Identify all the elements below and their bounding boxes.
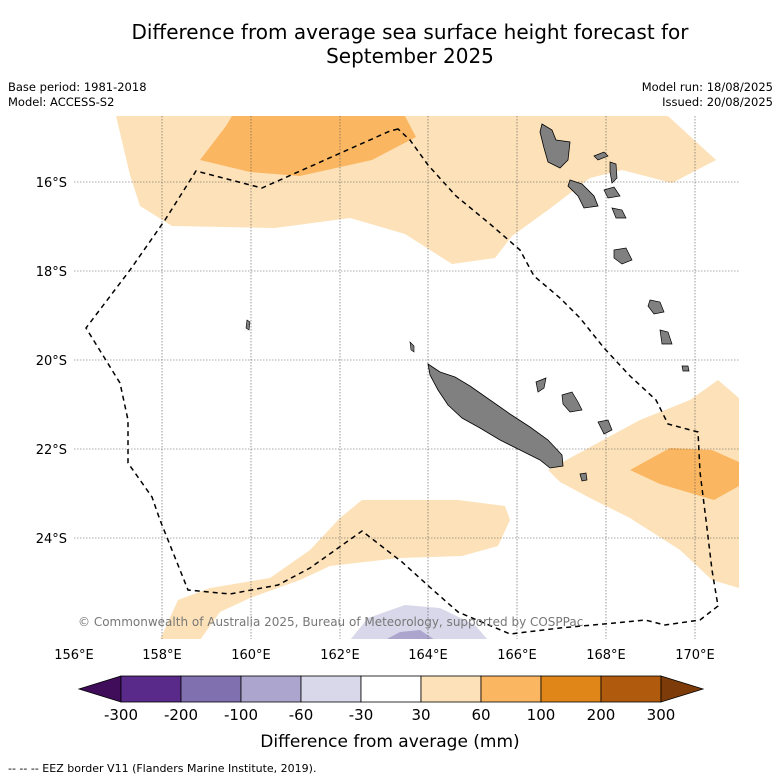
- lon-label: 164°E: [408, 648, 448, 663]
- colorbar-tick-label: -100: [224, 706, 258, 724]
- island: [647, 299, 665, 315]
- eez-border: [85, 128, 719, 635]
- colorbar-extension-high: [660, 675, 705, 703]
- island: [535, 377, 547, 393]
- island: [611, 207, 627, 219]
- longitude-labels: 156°E 158°E 160°E 162°E 164°E 166°E 168°…: [54, 648, 715, 663]
- anomaly-region-30-60-south: [160, 500, 510, 639]
- base-period: Base period: 1981-2018: [8, 80, 147, 94]
- colorbar-tick-label: -200: [164, 706, 198, 724]
- lat-label: 22°S: [36, 443, 67, 458]
- footer-note: -- -- -- EEZ border V11 (Flanders Marine…: [8, 762, 317, 775]
- lat-label: 20°S: [36, 354, 67, 369]
- island: [609, 161, 618, 184]
- model-name: Model: ACCESS-S2: [8, 95, 115, 109]
- island: [409, 341, 415, 353]
- anomaly-region-60-100-north: [200, 116, 416, 176]
- colorbar-segment: [480, 675, 542, 703]
- new-caledonia-island: [427, 363, 564, 469]
- island: [659, 329, 673, 345]
- colorbar-tick-label: 30: [411, 706, 430, 724]
- colorbar-label: Difference from average (mm): [260, 732, 519, 752]
- colorbar-segment: [360, 675, 422, 703]
- island: [603, 186, 621, 199]
- meta-right: Model run: 18/08/2025 Issued: 20/08/2025: [642, 80, 773, 110]
- island: [593, 151, 609, 161]
- lon-label: 168°E: [586, 648, 626, 663]
- colorbar-tick-label: 300: [647, 706, 676, 724]
- island: [597, 419, 613, 435]
- island: [245, 319, 251, 331]
- lon-label: 158°E: [142, 648, 182, 663]
- title-line-2: September 2025: [326, 44, 494, 68]
- colorbar-tick-label: -30: [349, 706, 374, 724]
- colorbar-segment: [600, 675, 662, 703]
- colorbar-tick-label: 100: [527, 706, 556, 724]
- latitude-labels: 16°S 18°S 20°S 22°S 24°S: [36, 176, 67, 547]
- colorbar-segment: [300, 675, 362, 703]
- graticule: [74, 116, 739, 639]
- anomaly-region-negative-30-60: [350, 605, 488, 639]
- island: [613, 247, 633, 265]
- lat-label: 18°S: [36, 265, 67, 280]
- map-title: Difference from average sea surface heig…: [60, 20, 760, 68]
- colorbar-segment: [240, 675, 302, 703]
- colorbar-segment: [420, 675, 482, 703]
- colorbar-tick-label: -60: [289, 706, 314, 724]
- lon-label: 166°E: [497, 648, 537, 663]
- colorbar-extension-low: [77, 675, 122, 703]
- anomaly-region-60-100-east: [630, 448, 739, 500]
- island: [579, 472, 588, 482]
- colorbar: -300 -200 -100 -60 -30 30 60 100 200 300: [77, 675, 705, 724]
- lat-label: 24°S: [36, 532, 67, 547]
- colorbar-tick-label: -300: [104, 706, 138, 724]
- map-area: [74, 116, 739, 639]
- anomaly-region-negative-60-100: [386, 630, 434, 639]
- island: [567, 179, 599, 209]
- meta-left: Base period: 1981-2018 Model: ACCESS-S2: [8, 80, 147, 110]
- colorbar-tick-label: 200: [587, 706, 616, 724]
- lon-label: 162°E: [320, 648, 360, 663]
- anomaly-region-30-60-east: [548, 380, 739, 588]
- island: [561, 391, 583, 413]
- colorbar-tick-label: 60: [471, 706, 490, 724]
- copyright-text: © Commonwealth of Australia 2025, Bureau…: [78, 615, 583, 629]
- lat-label: 16°S: [36, 176, 67, 191]
- colorbar-segment: [120, 675, 182, 703]
- island: [681, 365, 690, 372]
- model-run: Model run: 18/08/2025: [641, 80, 773, 94]
- issued-date: Issued: 20/08/2025: [662, 95, 773, 109]
- lon-label: 156°E: [54, 648, 94, 663]
- lon-label: 170°E: [675, 648, 715, 663]
- colorbar-segment: [180, 675, 242, 703]
- title-line-1: Difference from average sea surface heig…: [131, 20, 689, 44]
- colorbar-segment: [540, 675, 602, 703]
- lon-label: 160°E: [231, 648, 271, 663]
- island: [539, 123, 571, 169]
